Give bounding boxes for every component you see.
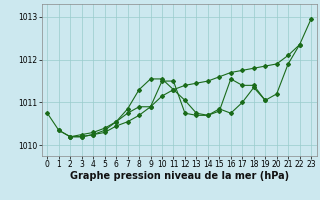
X-axis label: Graphe pression niveau de la mer (hPa): Graphe pression niveau de la mer (hPa) (70, 171, 289, 181)
